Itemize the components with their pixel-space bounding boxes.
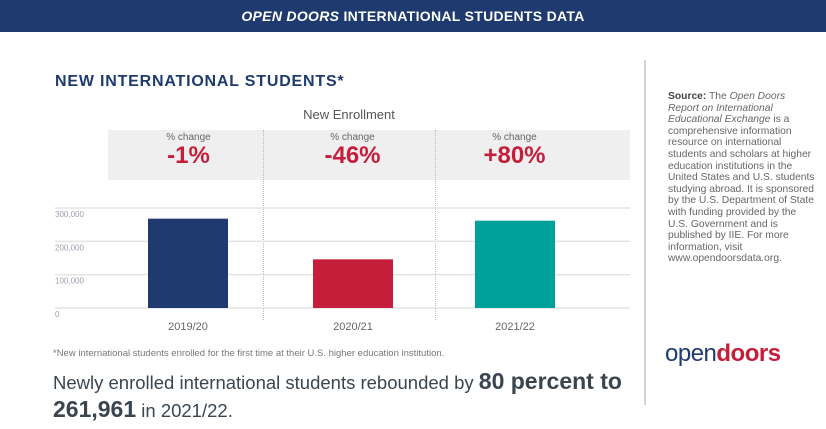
summary-text: Newly enrolled international students re… xyxy=(53,368,633,424)
source-title: Open Doors Report on International Educa… xyxy=(668,91,786,126)
bar-2019-20 xyxy=(148,218,228,308)
header-title-italic: OPEN DOORS xyxy=(241,8,340,24)
pct-change-label: % change xyxy=(166,132,211,143)
divider xyxy=(263,130,264,320)
y-tick-label: 100,000 xyxy=(55,277,84,286)
pct-change-2020-21: % change -46% xyxy=(275,132,430,169)
pct-change-value: +80% xyxy=(483,142,546,169)
pct-change-label: % change xyxy=(492,132,537,143)
header-bar: OPEN DOORS INTERNATIONAL STUDENTS DATA xyxy=(0,0,826,32)
header-title: INTERNATIONAL STUDENTS DATA xyxy=(339,8,585,24)
chart-title: NEW INTERNATIONAL STUDENTS* xyxy=(55,73,345,90)
summary-value: 261,961 xyxy=(53,396,137,422)
divider xyxy=(644,60,646,405)
footnote: *New international students enrolled for… xyxy=(53,348,445,359)
source-body: is a comprehensive information resource … xyxy=(668,114,815,265)
x-tick-label: 2021/22 xyxy=(495,321,535,333)
source-pre: The xyxy=(706,91,730,102)
chart-subtitle: New Enrollment xyxy=(303,107,395,122)
y-tick-label: 200,000 xyxy=(55,243,84,252)
logo-part: doors xyxy=(716,340,781,367)
pct-change-value: -1% xyxy=(167,142,210,169)
divider xyxy=(435,130,436,320)
pct-change-label: % change xyxy=(330,132,375,143)
pct-change-value: -46% xyxy=(324,142,381,169)
summary-bold: 80 percent to xyxy=(478,368,622,394)
opendoors-logo: opendoors xyxy=(665,340,781,368)
summary-pre: Newly enrolled international students re… xyxy=(53,372,479,393)
pct-change-panel xyxy=(108,130,630,180)
x-tick-label: 2020/21 xyxy=(333,321,373,333)
summary-post: in 2021/22. xyxy=(136,400,233,421)
source-text: Source: The Open Doors Report on Interna… xyxy=(668,91,818,265)
bar-2020-21 xyxy=(313,259,393,308)
logo-part: open xyxy=(665,340,717,367)
y-tick-label: 0 xyxy=(55,310,60,319)
source-label: Source: xyxy=(668,91,707,102)
bar-2021-22 xyxy=(475,220,555,308)
pct-change-2019-20: % change -1% xyxy=(111,132,266,169)
y-tick-label: 300,000 xyxy=(55,210,84,219)
x-tick-label: 2019/20 xyxy=(168,321,208,333)
pct-change-2021-22: % change +80% xyxy=(437,132,592,169)
